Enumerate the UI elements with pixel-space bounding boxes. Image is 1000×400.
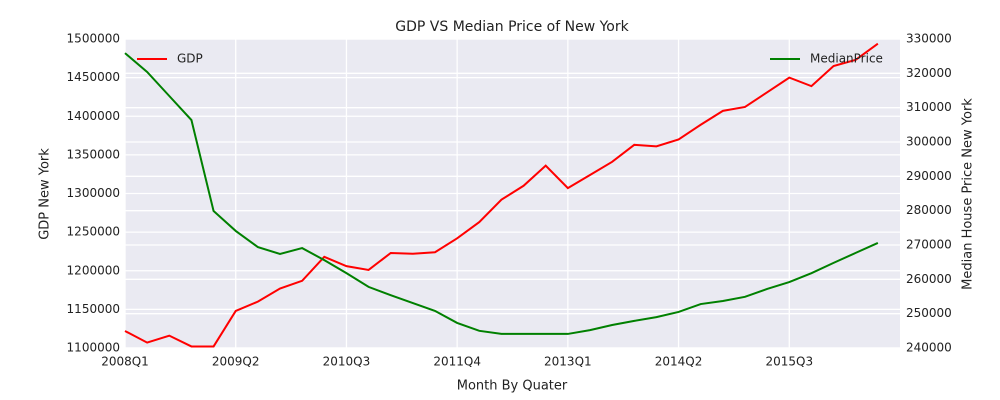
- y2-tick-label: 290000: [906, 169, 952, 183]
- y2-tick-label: 330000: [906, 32, 952, 46]
- y2-axis-label: Median House Price New York: [961, 98, 976, 290]
- x-tick-label: 2008Q1: [101, 355, 149, 369]
- y2-tick-label: 300000: [906, 135, 952, 149]
- x-axis-label: Month By Quater: [457, 379, 568, 394]
- y-tick-label: 1350000: [67, 147, 120, 161]
- y-axis-label: GDP New York: [38, 148, 53, 240]
- x-tick-label: 2010Q3: [323, 355, 371, 369]
- y-tick-label: 1200000: [67, 263, 120, 277]
- y2-tick-label: 320000: [906, 66, 952, 80]
- x-tick-label: 2015Q3: [765, 355, 813, 369]
- y2-tick-label: 310000: [906, 100, 952, 114]
- x-tick-label: 2011Q4: [433, 355, 481, 369]
- y2-tick-label: 250000: [906, 306, 952, 320]
- legend-label: MedianPrice: [810, 52, 883, 66]
- y2-tick-label: 270000: [906, 238, 952, 252]
- x-tick-label: 2013Q1: [544, 355, 592, 369]
- legend-label: GDP: [177, 52, 203, 66]
- x-tick-label: 2014Q2: [655, 355, 703, 369]
- y-tick-label: 1500000: [67, 32, 120, 46]
- y-tick-label: 1450000: [67, 70, 120, 84]
- line-series: [124, 42, 879, 348]
- x-tick-label: 2009Q2: [212, 355, 260, 369]
- y-tick-label: 1300000: [67, 186, 120, 200]
- y2-tick-label: 240000: [906, 341, 952, 355]
- y-tick-label: 1100000: [67, 341, 120, 355]
- line-series: [124, 52, 879, 335]
- y2-tick-label: 280000: [906, 203, 952, 217]
- y-tick-label: 1150000: [67, 302, 120, 316]
- y2-tick-label: 260000: [906, 272, 952, 286]
- y-tick-label: 1400000: [67, 109, 120, 123]
- chart-title: GDP VS Median Price of New York: [395, 19, 629, 35]
- y-tick-label: 1250000: [67, 225, 120, 239]
